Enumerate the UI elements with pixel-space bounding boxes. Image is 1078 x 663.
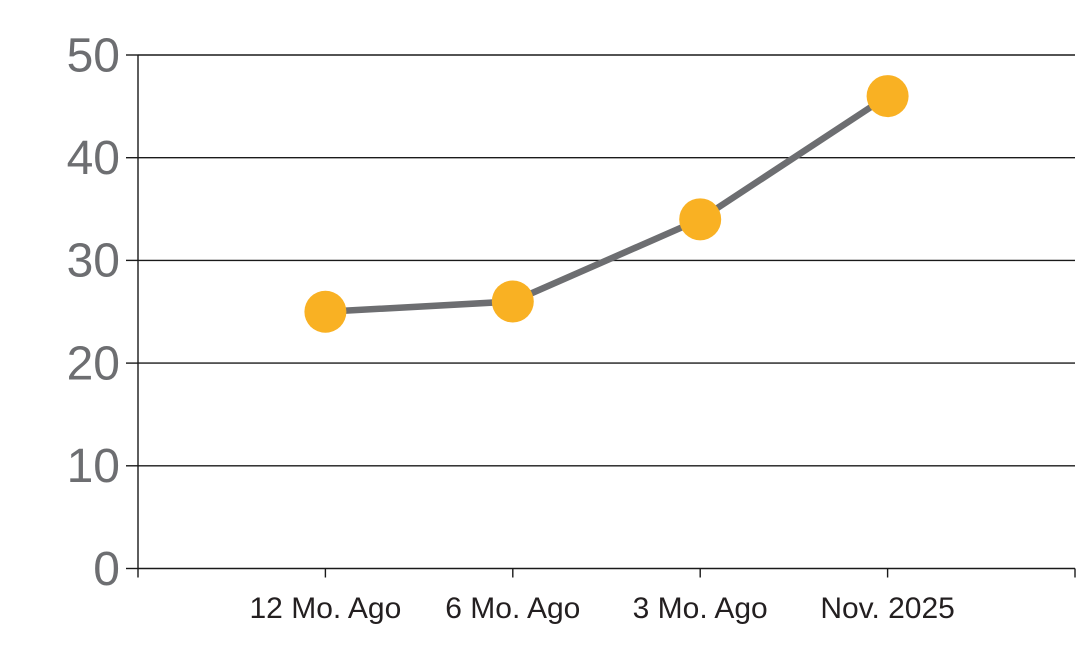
x-tick-label: 12 Mo. Ago xyxy=(250,592,402,625)
data-point-marker xyxy=(304,290,347,333)
series-line xyxy=(322,92,891,315)
data-point-marker xyxy=(679,198,722,241)
x-tick-label: 6 Mo. Ago xyxy=(445,592,580,625)
data-point-marker xyxy=(866,75,909,118)
y-tick-label: 0 xyxy=(93,543,120,596)
y-tick-label: 40 xyxy=(67,132,120,185)
x-tick-label: 3 Mo. Ago xyxy=(633,592,768,625)
y-tick-label: 50 xyxy=(67,29,120,82)
y-tick-label: 10 xyxy=(67,440,120,493)
x-tick-label: Nov. 2025 xyxy=(820,592,955,625)
y-tick-label: 20 xyxy=(67,337,120,390)
y-tick-label: 30 xyxy=(67,235,120,288)
data-point-marker xyxy=(491,280,534,323)
